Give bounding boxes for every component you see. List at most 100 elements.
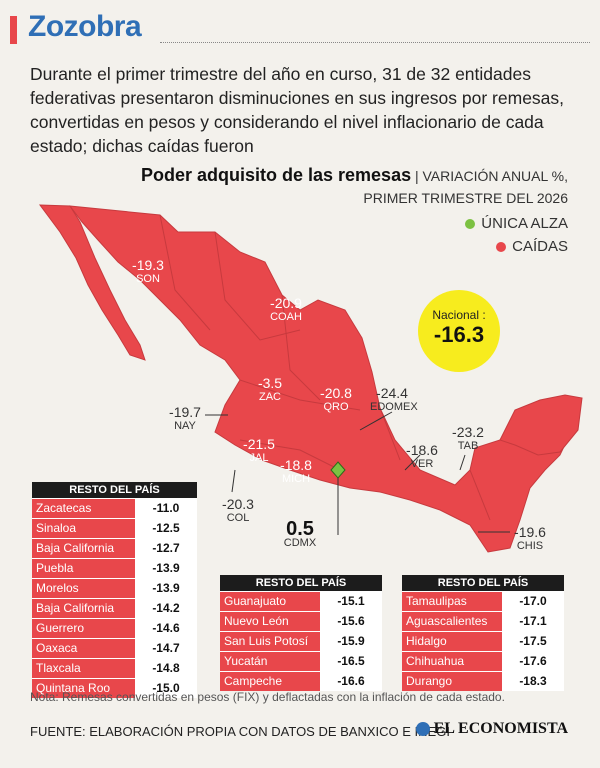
state-value: -15.1: [320, 592, 382, 611]
table-row: Tamaulipas -17.0: [402, 591, 564, 611]
label-ver: -18.6 VER: [406, 442, 438, 470]
state-value: -16.6: [320, 672, 382, 691]
page-title: Zozobra: [28, 10, 142, 43]
table-row: Baja California -12.7: [32, 538, 197, 558]
state-value: -15.6: [320, 612, 382, 631]
state-name: Quintana Roo: [32, 679, 135, 698]
state-name: Oaxaca: [32, 639, 135, 658]
state-name: Durango: [402, 672, 502, 691]
map-headline: Poder adquisito de las remesas | VARIACI…: [141, 165, 568, 206]
state-value: -14.8: [135, 659, 197, 678]
state-value: -13.9: [135, 559, 197, 578]
nacional-badge: Nacional : -16.3: [418, 290, 500, 372]
state-name: Guerrero: [32, 619, 135, 638]
yucatan-shape: [499, 394, 583, 456]
table-row: Campeche -16.6: [220, 671, 382, 691]
state-name: Tamaulipas: [402, 592, 502, 611]
table-head: RESTO DEL PAÍS: [402, 575, 564, 591]
intro-paragraph: Durante el primer trimestre del año en c…: [30, 64, 565, 156]
state-name: Sinaloa: [32, 519, 135, 538]
state-value: -13.9: [135, 579, 197, 598]
baja-california-shape: [38, 204, 146, 361]
economista-logo-icon: [415, 722, 430, 737]
green-dot-icon: [465, 219, 476, 230]
label-zac: -3.5 ZAC: [257, 375, 283, 403]
label-qro: -20.8 QRO: [320, 385, 352, 413]
table-row: Oaxaca -14.7: [32, 638, 197, 658]
table-row: Zacatecas -11.0: [32, 498, 197, 518]
table-row: Aguascalientes -17.1: [402, 611, 564, 631]
headline-sub: PRIMER TRIMESTRE DEL 2026: [363, 190, 568, 206]
table-row: Yucatán -16.5: [220, 651, 382, 671]
label-jal: -21.5 JAL: [243, 436, 275, 464]
state-name: Guanajuato: [220, 592, 320, 611]
state-name: Puebla: [32, 559, 135, 578]
table-row: Quintana Roo -15.0: [32, 678, 197, 698]
label-son: -19.3 SON: [132, 257, 164, 285]
table-row: Guerrero -14.6: [32, 618, 197, 638]
table-row: Nuevo León -15.6: [220, 611, 382, 631]
state-name: Zacatecas: [32, 499, 135, 518]
table-row: Hidalgo -17.5: [402, 631, 564, 651]
state-value: -15.9: [320, 632, 382, 651]
state-value: -18.3: [502, 672, 564, 691]
state-name: Chihuahua: [402, 652, 502, 671]
state-value: -17.1: [502, 612, 564, 631]
state-value: -11.0: [135, 499, 197, 518]
state-value: -12.7: [135, 539, 197, 558]
state-name: Baja California: [32, 539, 135, 558]
label-cdmx: 0.5 CDMX: [283, 518, 317, 549]
nacional-value: -16.3: [433, 322, 485, 347]
table-row: Sinaloa -12.5: [32, 518, 197, 538]
state-name: Aguascalientes: [402, 612, 502, 631]
brand-logo: EL ECONOMISTA: [415, 720, 568, 738]
headline-strong: Poder adquisito de las remesas: [140, 165, 412, 185]
label-coah: -20.9 COAH: [270, 295, 302, 323]
state-value: -14.2: [135, 599, 197, 618]
state-name: Morelos: [32, 579, 135, 598]
label-mich: -18.8 MICH: [280, 457, 312, 485]
state-name: Hidalgo: [402, 632, 502, 651]
table-row: Puebla -13.9: [32, 558, 197, 578]
mainland-shape: [68, 205, 579, 553]
state-value: -17.6: [502, 652, 564, 671]
state-value: -12.5: [135, 519, 197, 538]
state-value: -14.6: [135, 619, 197, 638]
legend-caidas: CAÍDAS: [465, 238, 568, 255]
state-name: Campeche: [220, 672, 320, 691]
label-nay: -19.7 NAY: [169, 404, 201, 432]
table-row: San Luis Potosí -15.9: [220, 631, 382, 651]
state-value: -14.7: [135, 639, 197, 658]
table-row: Chihuahua -17.6: [402, 651, 564, 671]
state-value: -16.5: [320, 652, 382, 671]
state-name: Tlaxcala: [32, 659, 135, 678]
rest-table-2: RESTO DEL PAÍS Guanajuato -15.1 Nuevo León -…: [220, 575, 382, 691]
label-tab: -23.2 TAB: [452, 424, 484, 452]
state-value: -15.0: [135, 679, 197, 698]
headline-rest: | VARIACIÓN ANUAL %,: [414, 168, 568, 184]
map-legend: ÚNICA ALZA CAÍDAS: [465, 215, 568, 261]
rest-table-1: RESTO DEL PAÍS Zacatecas -11.0 Sinaloa -12.5…: [32, 482, 197, 698]
title-dotted-rule: [160, 42, 590, 43]
state-name: Nuevo León: [220, 612, 320, 631]
table-row: Baja California Sur-14.2: [32, 598, 197, 634]
table-row: Durango -18.3: [402, 671, 564, 691]
state-name: Yucatán: [220, 652, 320, 671]
table-row: Guanajuato -15.1: [220, 591, 382, 611]
state-value: -17.5: [502, 632, 564, 651]
rest-table-3: RESTO DEL PAÍS Tamaulipas -17.0 Aguascalien…: [402, 575, 564, 691]
table-row: Tlaxcala -14.8: [32, 658, 197, 678]
table-head: RESTO DEL PAÍS: [32, 482, 197, 498]
footnote: Nota: Remesas convertidas en pesos (FIX)…: [30, 690, 505, 704]
legend-alza: ÚNICA ALZA: [465, 215, 568, 232]
state-value: -17.0: [502, 592, 564, 611]
nacional-label: Nacional :: [432, 308, 486, 322]
title-bar: Zozobra: [0, 8, 600, 50]
state-name: San Luis Potosí: [220, 632, 320, 651]
state-name: Baja California Sur: [32, 599, 135, 634]
title-accent-bar: [10, 16, 17, 44]
table-head: RESTO DEL PAÍS: [220, 575, 382, 591]
table-row: Morelos -13.9: [32, 578, 197, 598]
red-dot-icon: [496, 242, 507, 253]
